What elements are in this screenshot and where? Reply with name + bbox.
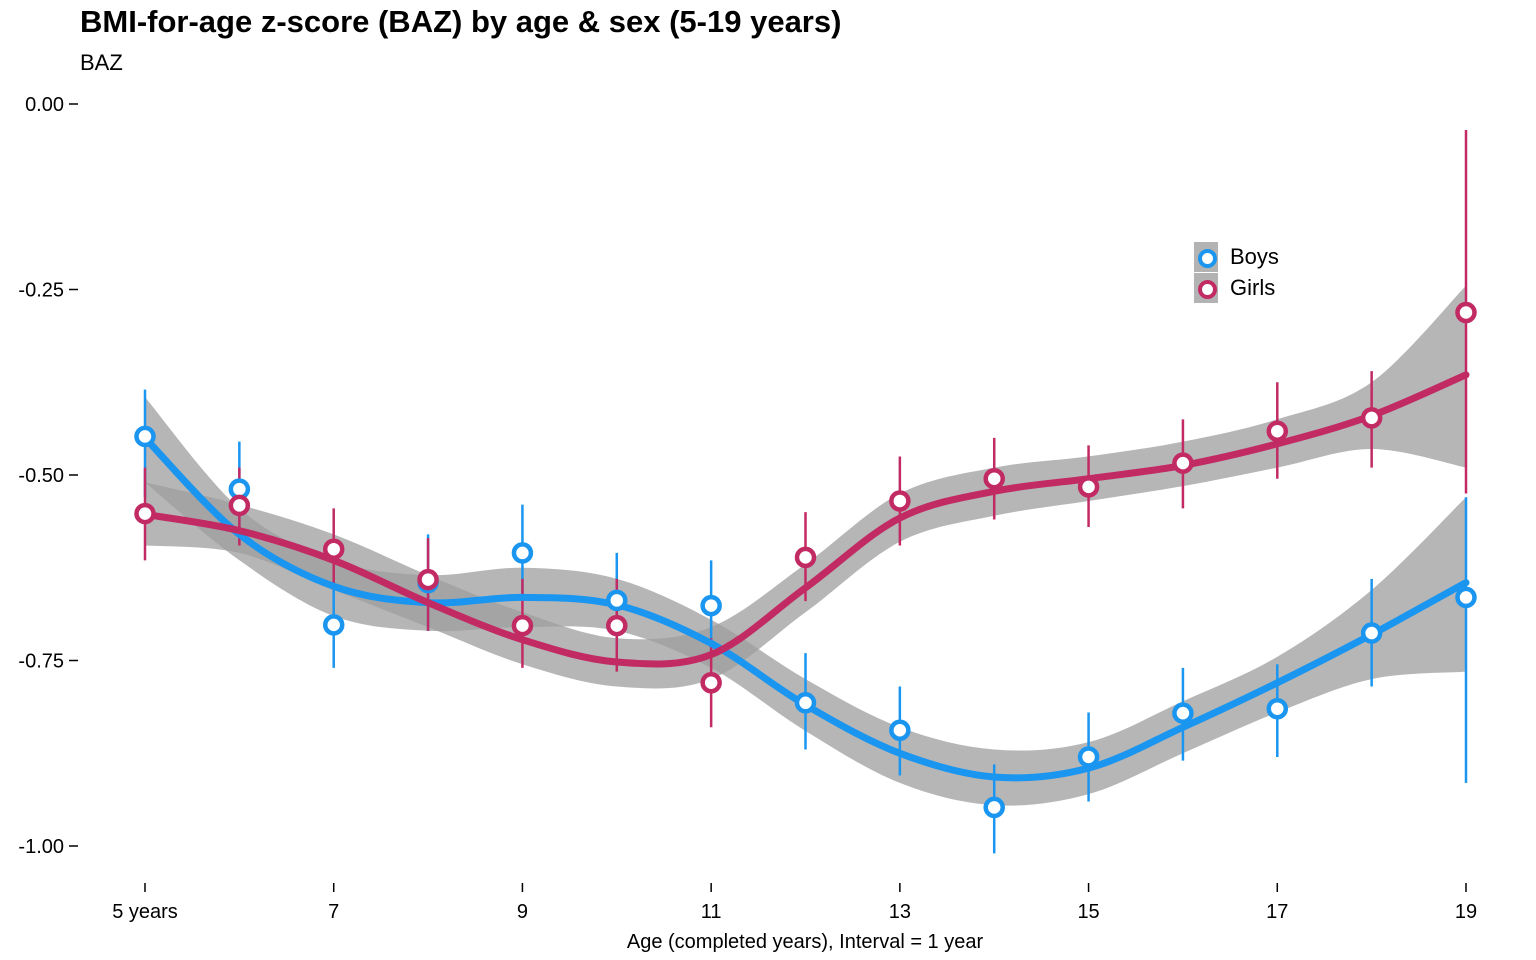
legend: Boys Girls	[1194, 241, 1279, 303]
girls-smooth-line	[141, 371, 1470, 668]
girls-ribbon	[145, 285, 1466, 689]
girls-point	[794, 546, 817, 569]
y-tick-label: -1.00	[18, 836, 64, 858]
y-axis: 0.00 -0.25 -0.50 -0.75 -1.00	[18, 94, 78, 858]
girls-point	[700, 672, 722, 694]
chart-title: BMI-for-age z-score (BAZ) by age & sex (…	[80, 4, 842, 39]
boys-point	[1455, 586, 1477, 609]
girls-point	[1266, 420, 1289, 442]
boys-point	[606, 589, 628, 612]
legend-key-boys	[1194, 241, 1218, 272]
girls-point	[228, 494, 251, 517]
x-tick-label: 13	[889, 901, 911, 923]
x-tick-label: 9	[517, 901, 528, 923]
y-tick-label: -0.25	[18, 280, 64, 302]
x-tick-label: 7	[328, 901, 339, 923]
girls-point	[1360, 407, 1383, 429]
girls-point	[1077, 476, 1100, 498]
boys-point	[983, 796, 1005, 819]
error-bars	[143, 129, 1468, 854]
boys-point	[511, 542, 534, 564]
y-tick-label: 0.00	[25, 94, 64, 116]
data-points	[134, 301, 1477, 819]
boys-point	[134, 425, 156, 448]
y-tick-label: -0.50	[18, 465, 64, 487]
x-tick-label: 19	[1455, 901, 1477, 923]
x-axis-title: Age (completed years), Interval = 1 year	[627, 931, 984, 953]
x-tick-label: 15	[1077, 901, 1099, 923]
girls-point	[606, 614, 628, 637]
girls-point	[889, 490, 911, 512]
girls-point	[511, 614, 534, 637]
legend-item-girls: Girls	[1194, 272, 1279, 303]
boys-point	[1266, 697, 1289, 720]
legend-item-boys: Boys	[1194, 241, 1279, 272]
girls-point	[322, 538, 345, 560]
legend-label-girls: Girls	[1230, 274, 1276, 300]
x-tick-label: 17	[1266, 901, 1288, 923]
girls-point	[1455, 301, 1477, 324]
legend-label-boys: Boys	[1230, 243, 1279, 269]
girls-point	[134, 502, 156, 525]
boys-point	[1077, 746, 1100, 768]
y-tick-label: -0.75	[18, 651, 64, 673]
girls-point	[983, 467, 1005, 490]
x-tick-label: 11	[701, 901, 722, 923]
x-tick-label: 5 years	[112, 901, 178, 923]
legend-key-girls	[1194, 272, 1218, 303]
x-axis: 5 years 7 9 11 13 15 17 19	[112, 883, 1477, 923]
boys-point	[889, 719, 911, 741]
boys-point	[322, 614, 345, 636]
boys-point	[794, 692, 817, 714]
chart-subtitle: BAZ	[80, 50, 123, 75]
boys-point	[1172, 702, 1194, 724]
girls-point	[1172, 452, 1194, 474]
girls-point	[417, 568, 439, 591]
boys-point	[700, 594, 722, 617]
boys-point	[1360, 622, 1383, 644]
